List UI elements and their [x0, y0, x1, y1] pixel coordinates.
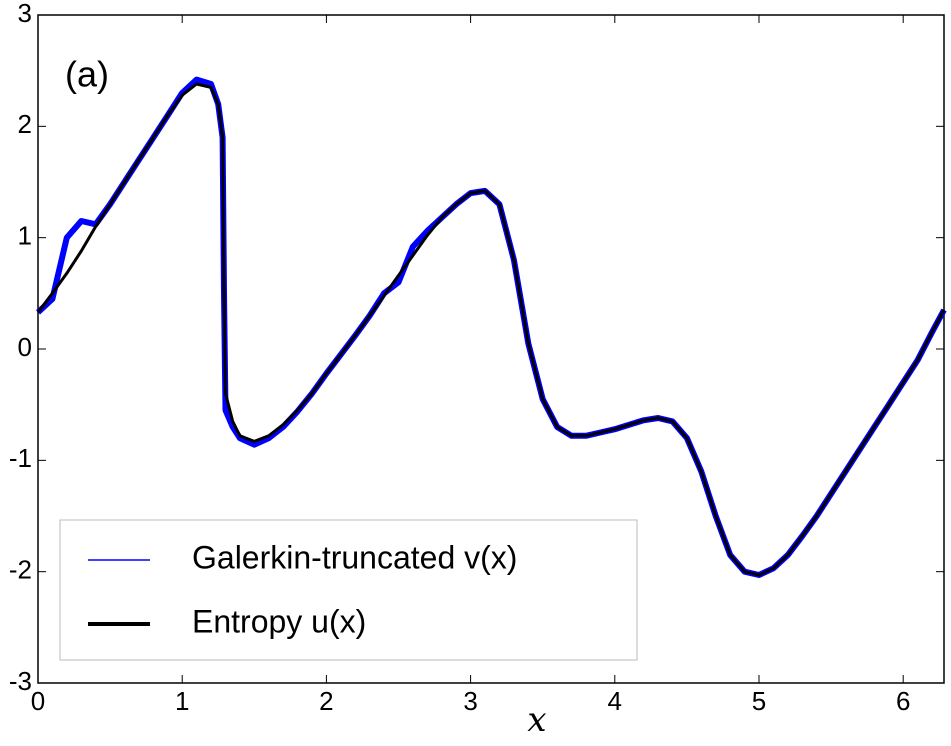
y-tick-label: -2	[9, 555, 32, 585]
legend-box	[59, 519, 638, 661]
series-line	[35, 76, 947, 578]
x-tick-label: 5	[752, 686, 766, 716]
x-tick-label: 6	[896, 686, 910, 716]
series-line	[36, 82, 946, 577]
annotation: (a)	[65, 54, 109, 95]
x-tick-label: 1	[175, 686, 189, 716]
legend-label: Entropy u(x)	[192, 603, 366, 639]
y-tick-label: -1	[9, 443, 32, 473]
x-tick-label: 4	[608, 686, 622, 716]
x-tick-label: 2	[319, 686, 333, 716]
y-tick-label: 2	[18, 109, 32, 139]
x-axis-label: x	[527, 700, 546, 740]
x-tick-label: 3	[463, 686, 477, 716]
x-tick-label: 0	[31, 686, 45, 716]
y-tick-label: -3	[9, 666, 32, 696]
legend-label: Galerkin-truncated v(x)	[192, 539, 517, 575]
y-tick-label: 3	[18, 0, 32, 28]
y-tick-label: 0	[18, 332, 32, 362]
y-tick-label: 1	[18, 221, 32, 251]
